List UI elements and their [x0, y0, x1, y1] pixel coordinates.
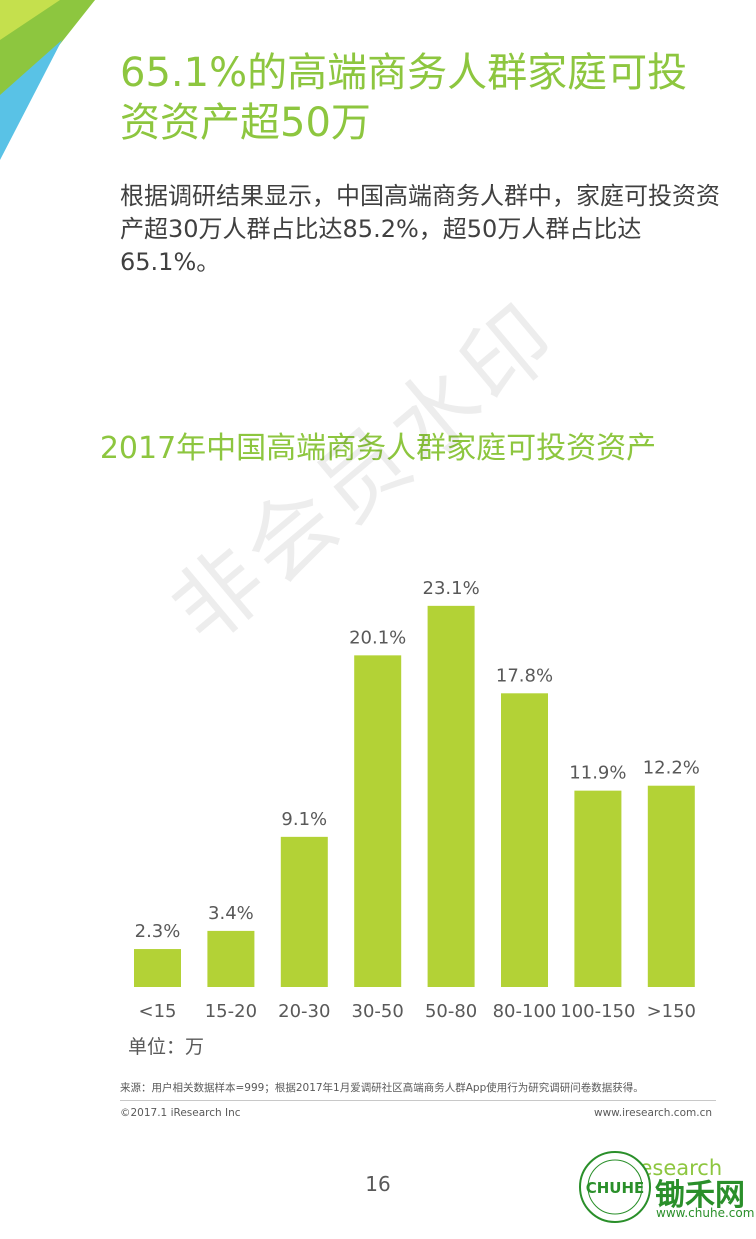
bar-2 [280, 836, 328, 987]
data-label-7: 12.2% [643, 758, 700, 779]
bar-3 [354, 655, 402, 987]
category-label-7: >150 [647, 1001, 696, 1022]
intro-paragraph: 根据调研结果显示，中国高端商务人群中，家庭可投资资产超30万人群占比达85.2%… [120, 182, 720, 276]
category-label-6: 100-150 [560, 1001, 635, 1022]
data-label-1: 3.4% [208, 903, 254, 924]
corner-decoration [0, 0, 95, 160]
data-label-5: 17.8% [496, 665, 553, 686]
data-label-6: 11.9% [569, 763, 626, 784]
bar-5 [501, 693, 548, 987]
category-label-1: 15-20 [205, 1001, 257, 1022]
copyright: ©2017.1 iResearch Inc [120, 1107, 241, 1119]
svg-text:CHUHE: CHUHE [586, 1179, 645, 1197]
source-note: 来源：用户相关数据样本=999；根据2017年1月爱调研社区高端商务人群App使… [120, 1082, 644, 1094]
chuhe-site-name: 锄禾网 [655, 1178, 745, 1213]
category-label-4: 50-80 [425, 1001, 477, 1022]
category-label-3: 30-50 [352, 1001, 404, 1022]
page-headline: 65.1%的高端商务人群家庭可投资资产超50万 [120, 50, 688, 146]
data-label-2: 9.1% [281, 809, 327, 830]
category-label-0: <15 [139, 1001, 177, 1022]
bar-1 [207, 930, 255, 987]
bar-7 [647, 785, 695, 987]
page-number: 16 [365, 1172, 391, 1196]
chuhe-site-url: www.chuhe.com [656, 1206, 755, 1220]
bar-6 [574, 790, 622, 987]
chuhe-seal-logo: CHUHE [579, 1151, 651, 1223]
data-label-0: 2.3% [135, 921, 181, 942]
category-label-5: 80-100 [493, 1001, 557, 1022]
data-label-4: 23.1% [423, 578, 480, 599]
chart-title: 2017年中国高端商务人群家庭可投资资产 [99, 431, 657, 466]
unit-label: 单位：万 [128, 1036, 205, 1058]
website-url: www.iresearch.com.cn [593, 1107, 712, 1119]
bar-4 [427, 605, 475, 987]
footer-divider [120, 1100, 716, 1101]
data-label-3: 20.1% [349, 627, 406, 648]
category-label-2: 20-30 [278, 1001, 330, 1022]
bar-chart: 2.3% <15 3.4% 15-20 9.1% 20-30 20.1% 30-50 23.1%… [134, 578, 700, 1022]
bar-0 [134, 949, 181, 987]
